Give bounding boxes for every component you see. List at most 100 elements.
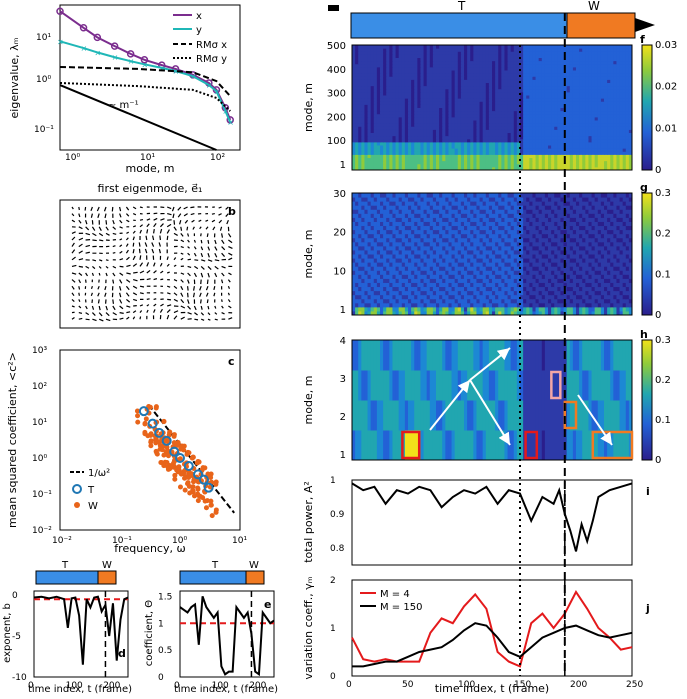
panel-f-cell: [495, 67, 499, 71]
panel-f-cell: [355, 51, 359, 55]
panel-f-cell: [526, 61, 530, 65]
panel-f-cell: [520, 108, 524, 112]
panel-f-cell: [473, 129, 477, 133]
panel-f-cell: [414, 104, 418, 108]
panel-f-cell: [368, 148, 372, 152]
panel-f-cell: [439, 120, 443, 124]
panel-g-cell: [616, 303, 620, 308]
panel-f-cell: [598, 83, 602, 87]
panel-f-cell: [424, 67, 428, 71]
panel-g-cell: [396, 287, 400, 292]
panel-f-cell: [399, 54, 403, 58]
panel-f-cell: [424, 129, 428, 133]
panel-f-cell: [508, 123, 512, 127]
panel-f-cell: [399, 61, 403, 65]
panel-g-cell: [567, 303, 571, 308]
panel-g-cell: [358, 295, 362, 300]
panel-f-cell: [604, 101, 608, 105]
panel-f-cell: [358, 164, 362, 168]
panel-f-cell: [386, 108, 390, 112]
panel-f-cell: [576, 104, 580, 108]
panel-f-cell: [411, 67, 415, 71]
panel-f-cell: [448, 48, 452, 52]
panel-f-cell: [368, 95, 372, 99]
panel-f-cell: [529, 120, 533, 124]
panel-g-cell: [464, 291, 468, 296]
panel-f-cell: [532, 70, 536, 74]
panel-f-cell: [511, 151, 515, 155]
panel-f-cell: [420, 61, 424, 65]
panel-f-cell: [392, 164, 396, 168]
panel-f-cell: [548, 98, 552, 102]
panel-f-cell: [560, 76, 564, 80]
quiver-arrow: [201, 233, 202, 236]
panel-f-cell: [452, 148, 456, 152]
panel-f-cell: [452, 76, 456, 80]
panel-g-cell: [411, 287, 415, 292]
panel-f-cell: [483, 51, 487, 55]
panel-f-cell: [585, 64, 589, 68]
panel-f-cell: [588, 161, 592, 165]
panel-f-cell: [396, 164, 400, 168]
quiver-arrow: [140, 286, 144, 287]
panel-f-cell: [501, 151, 505, 155]
panel-f-cell: [380, 164, 384, 168]
panel-g-cell: [358, 307, 362, 312]
panel-g-cell: [411, 295, 415, 300]
panel-f-cell: [511, 51, 515, 55]
panel-f-cell: [620, 126, 624, 130]
panel-f-cell: [364, 67, 368, 71]
panel-f-cell: [539, 133, 543, 137]
panel-g-cell: [464, 307, 468, 312]
quiver-arrow: [106, 220, 107, 224]
panel-f-cell: [430, 54, 434, 58]
panel-f-cell: [554, 70, 558, 74]
panel-f-cell: [380, 123, 384, 127]
quiver-arrow: [207, 299, 208, 303]
panel-f-cell: [523, 151, 527, 155]
panel-g-cell: [501, 299, 505, 304]
panel-g-cell: [498, 287, 502, 292]
panel-f-cell: [383, 86, 387, 90]
panel-f-cell: [579, 45, 583, 49]
panel-f-cell: [551, 98, 555, 102]
panel-f-cell: [514, 111, 518, 115]
panel-g-cell: [377, 299, 381, 304]
panel-f-cell: [607, 92, 611, 96]
panel-f-cell: [427, 61, 431, 65]
panel-f-cell: [576, 139, 580, 143]
panel-f-cell: [601, 89, 605, 93]
panel-f-cell: [526, 139, 530, 143]
panel-a-ytick-0: 10⁻¹: [34, 125, 54, 135]
panel-f-cell: [377, 114, 381, 118]
panel-f-cell: [470, 145, 474, 149]
panel-f-cell: [560, 111, 564, 115]
panel-f-cell: [570, 86, 574, 90]
panel-f-cell: [529, 161, 533, 165]
panel-f-cell: [386, 114, 390, 118]
panel-f-cell: [389, 67, 393, 71]
panel-f-cell: [489, 104, 493, 108]
panel-f-cell: [560, 101, 564, 105]
panel-f-cell: [523, 51, 527, 55]
panel-f-cell: [389, 136, 393, 140]
panel-f-cell: [377, 158, 381, 162]
panel-f-cell: [501, 51, 505, 55]
panel-f-cell: [616, 89, 620, 93]
panel-f-cell: [542, 73, 546, 77]
panel-f-cell: [374, 61, 378, 65]
panel-f-cell: [557, 114, 561, 118]
panel-f-cell: [498, 92, 502, 96]
panel-f-cell: [504, 95, 508, 99]
panel-f-cell: [452, 123, 456, 127]
panel-f-cell: [532, 142, 536, 146]
panel-f-cell: [408, 123, 412, 127]
panel-f-cell: [557, 83, 561, 87]
panel-f-cell: [498, 104, 502, 108]
panel-f-cell: [588, 48, 592, 52]
panel-f-cell: [626, 51, 630, 55]
panel-g-cell: [355, 299, 359, 304]
panel-g-cell: [601, 291, 605, 296]
panel-f-cell: [436, 51, 440, 55]
panel-f-cell: [368, 51, 372, 55]
